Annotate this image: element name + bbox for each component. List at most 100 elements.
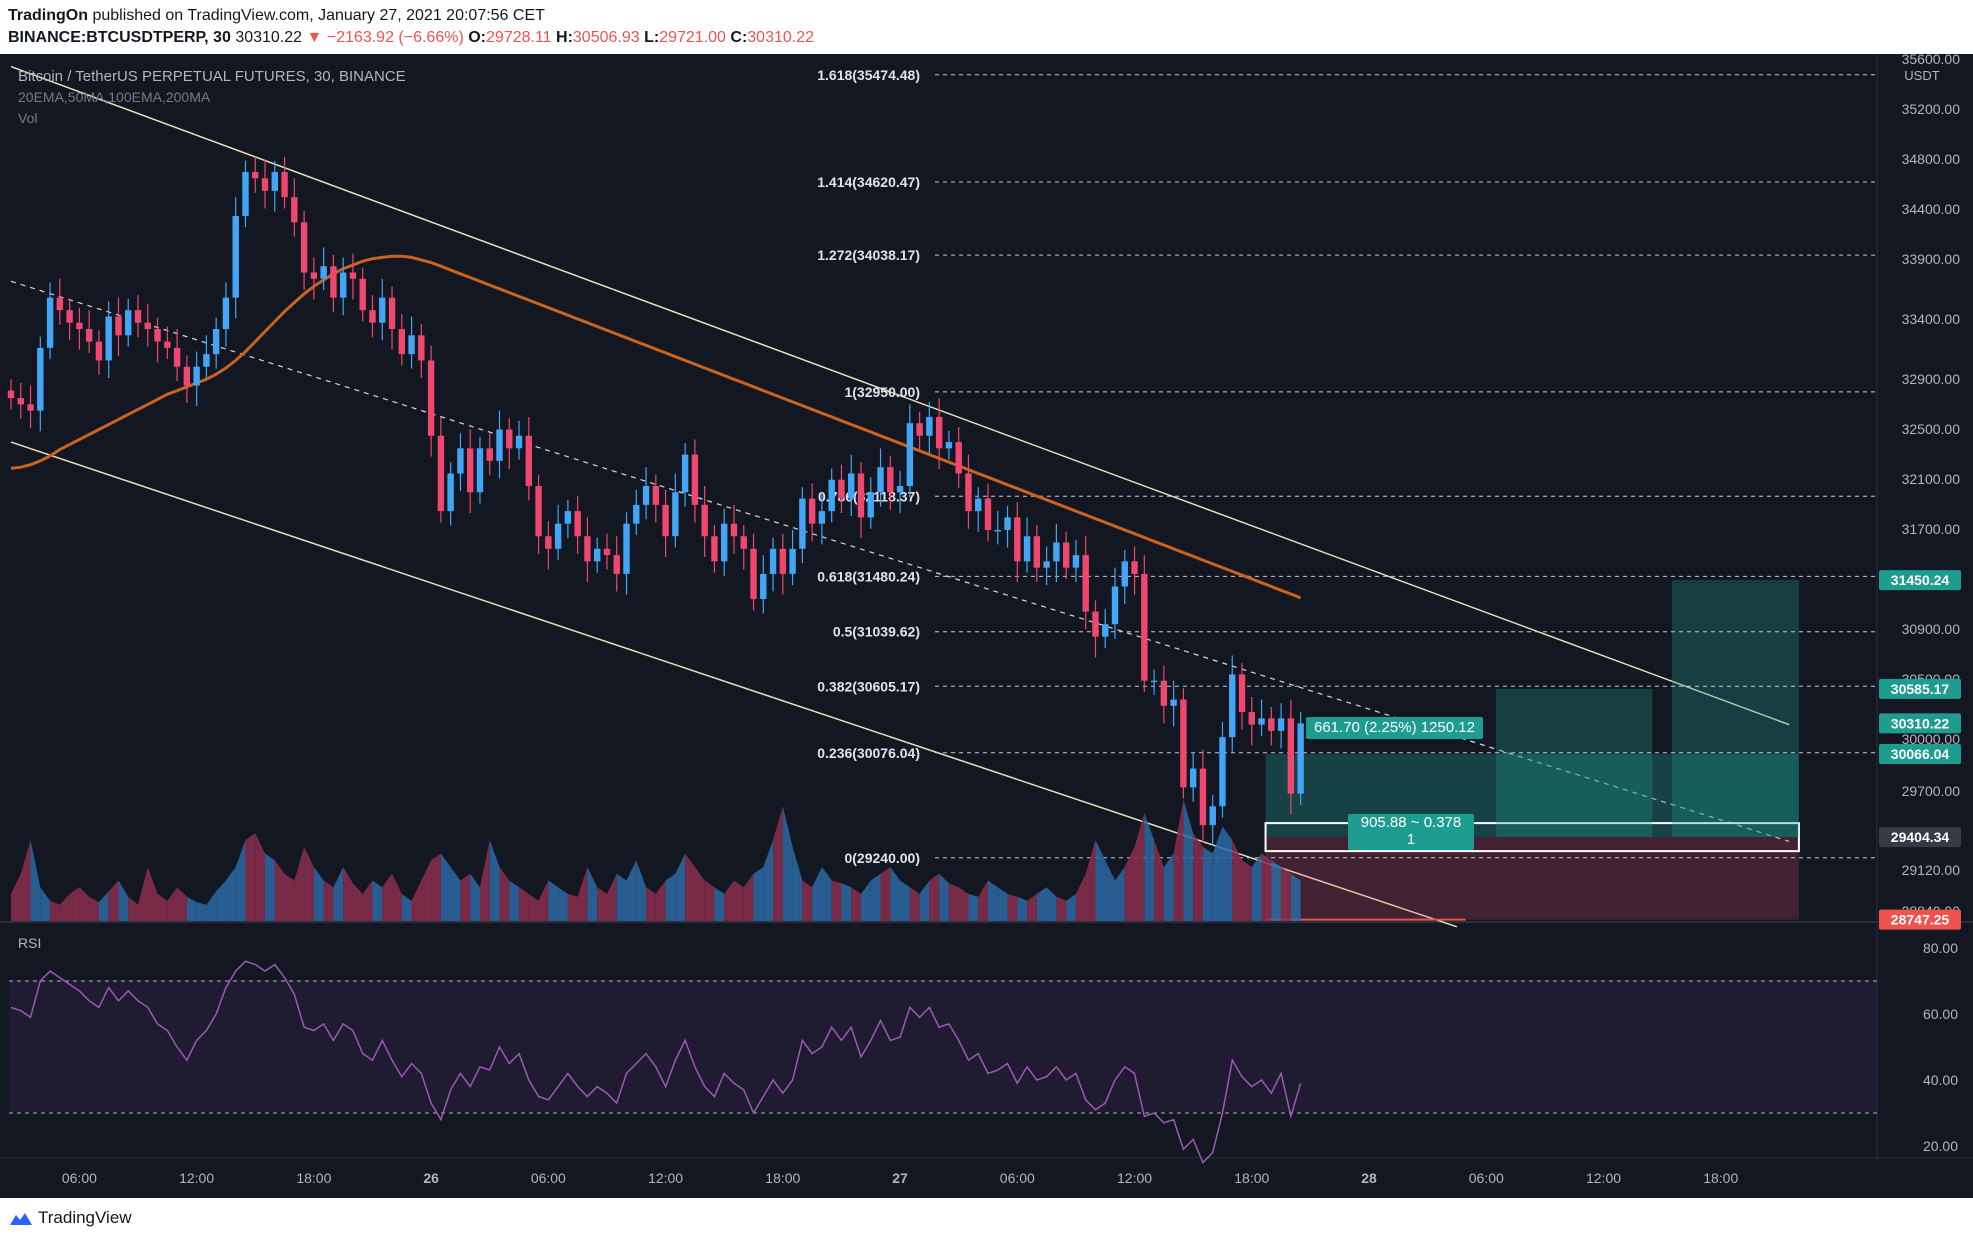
volume-bar (597, 887, 607, 921)
candle-body (711, 536, 718, 562)
volume-bar (138, 867, 148, 921)
volume-bar (30, 840, 41, 921)
candle-body (965, 473, 972, 512)
rsi-tick-label: 60.00 (1923, 1006, 1958, 1022)
indicator-legend[interactable]: 20EMA,50MA,100EMA,200MA (18, 89, 211, 105)
candle-body (398, 329, 405, 355)
volume-bar (421, 860, 432, 921)
volume-bar (1202, 846, 1213, 921)
candle-body (183, 366, 191, 386)
price-label-box (1879, 827, 1961, 848)
volume-bar (626, 860, 637, 921)
rsi-legend[interactable]: RSI (18, 935, 42, 951)
candle-body (1268, 718, 1275, 731)
volume-bar (1261, 853, 1272, 921)
volume-bar (11, 873, 21, 921)
risk-label[interactable]: 905.88 ~ 0.378 1 (1348, 814, 1474, 850)
volume-bar (411, 880, 422, 921)
volume-bar (1271, 860, 1282, 921)
candle-body (887, 467, 894, 493)
candle-body (935, 416, 943, 449)
candle-body (1248, 712, 1255, 725)
candle-body (46, 297, 54, 348)
target-label[interactable]: 661.70 (2.25%) 1250.12 (1306, 717, 1483, 739)
candle-body (193, 366, 200, 386)
price-tick-label: 32900.00 (1902, 371, 1961, 387)
symbol-label[interactable]: BINANCE:BTCUSDTPERP, 30 (8, 29, 231, 46)
volume-bar (538, 880, 549, 921)
volume-bar (79, 887, 90, 921)
publisher-name[interactable]: TradingOn (8, 7, 88, 24)
volume-bar (724, 880, 734, 921)
volume-bar (714, 887, 725, 921)
fib-level-label: 0.382(30605.17) (817, 678, 920, 694)
price-label-box (1879, 744, 1961, 765)
volume-bar (1242, 860, 1252, 921)
candle-body (1062, 542, 1070, 568)
volume-bar (1027, 894, 1037, 921)
volume-bar (665, 873, 676, 921)
candle-body (154, 329, 161, 342)
candle-body (867, 492, 874, 518)
volume-bar (460, 873, 471, 921)
chart-header: TradingOn published on TradingView.com, … (0, 0, 1973, 54)
volume-bar (948, 883, 959, 921)
candle-body (799, 498, 806, 549)
candle-body (740, 536, 747, 549)
candle-body (252, 172, 259, 179)
candle-body (212, 329, 220, 355)
volume-bar (978, 880, 988, 921)
volume-bar (958, 887, 969, 921)
volume-bar (1173, 799, 1184, 921)
candle-body (1043, 561, 1050, 568)
time-tick-label: 06:00 (1000, 1170, 1035, 1186)
open-value: 29728.11 (486, 29, 552, 46)
candle-body (261, 178, 269, 191)
volume-bar (167, 887, 178, 921)
volume-bar (1144, 813, 1155, 921)
price-label-text: 30066.04 (1891, 746, 1950, 762)
price-label-text: 30310.22 (1891, 715, 1950, 731)
candle-body (1170, 699, 1177, 706)
candle-body (447, 473, 454, 512)
volume-bar (782, 806, 793, 921)
chart-footer: TradingView (0, 1198, 1973, 1241)
candle-body (144, 322, 151, 330)
candle-body (291, 197, 298, 223)
volume-bar (694, 867, 705, 921)
time-tick-label: 06:00 (531, 1170, 566, 1186)
price-chart[interactable]: 1.618(35474.48) 1.414(34620.47) 1.272(3403… (0, 54, 1973, 1198)
currency-label: USDT (1904, 68, 1939, 83)
price-label-box (1879, 713, 1961, 734)
volume-legend[interactable]: Vol (18, 110, 38, 126)
volume-bar (255, 833, 266, 921)
volume-bar (1066, 894, 1076, 921)
volume-bar (1222, 826, 1233, 921)
price-tick-label: 30000.00 (1902, 731, 1961, 747)
open-label: O: (468, 29, 487, 46)
candle-body (1238, 674, 1246, 713)
price-tick-label: 34800.00 (1902, 151, 1961, 167)
candle-body (1014, 517, 1021, 562)
candle-body (1033, 536, 1041, 568)
price-tick-label: 33900.00 (1902, 251, 1961, 267)
candle-body (525, 435, 533, 487)
candle-body (1219, 737, 1226, 807)
entry-box (1264, 822, 1800, 853)
time-tick-label: 27 (892, 1170, 908, 1186)
price-label-text: 30585.17 (1891, 681, 1950, 697)
fib-level-label: 1.414(34620.47) (817, 174, 920, 190)
candle-body (437, 435, 445, 512)
candle-body (95, 341, 103, 361)
candle-body (66, 310, 73, 323)
volume-bar (1290, 873, 1301, 921)
tradingview-logo[interactable]: TradingView (10, 1208, 132, 1228)
volume-bar (343, 867, 353, 921)
candle-body (828, 479, 835, 512)
price-tick-label: 32100.00 (1902, 471, 1961, 487)
time-tick-label: 12:00 (1117, 1170, 1152, 1186)
volume-bar (880, 867, 891, 921)
tradingview-brand: TradingView (38, 1208, 132, 1227)
candle-body (721, 523, 728, 562)
candle-body (359, 278, 366, 311)
